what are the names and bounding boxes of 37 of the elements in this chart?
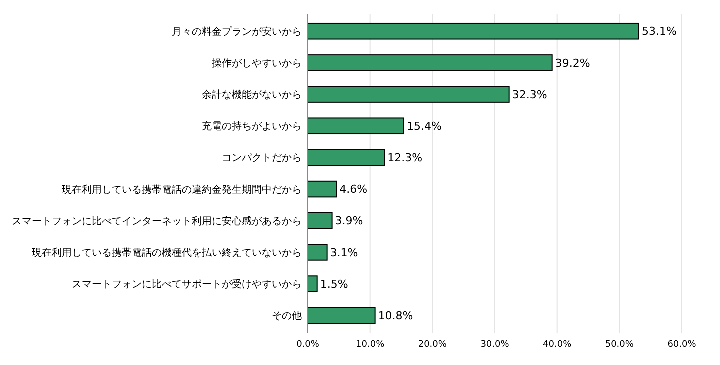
bar — [308, 244, 328, 261]
bar — [308, 276, 318, 292]
y-tick-label: 操作がしやすいから — [212, 57, 302, 70]
data-label: 32.3% — [512, 88, 548, 102]
x-tick-label: 30.0% — [480, 340, 510, 350]
x-tick-label: 10.0% — [356, 340, 386, 350]
data-label: 1.5% — [320, 278, 348, 291]
data-label: 12.3% — [388, 152, 423, 165]
y-tick-label: 月々の料金プランが安いから — [172, 26, 302, 38]
bar — [308, 307, 376, 324]
data-label: 39.2% — [555, 56, 590, 70]
y-tick-label: スマートフォンに比べてサポートが受けやすいから — [72, 278, 302, 291]
data-label: 4.6% — [340, 183, 368, 196]
data-label: 3.9% — [335, 214, 364, 228]
bar — [308, 118, 404, 135]
data-label: 10.8% — [378, 309, 414, 322]
data-label: 15.4% — [406, 120, 442, 133]
bar — [308, 149, 386, 166]
y-tick-label: コンパクトだから — [222, 153, 302, 164]
x-tick-label: 40.0% — [543, 340, 572, 350]
bar — [308, 54, 553, 72]
y-tick-label: 充電の持ちがよいから — [202, 120, 302, 133]
y-tick-label: スマートフォンに比べてインターネット利用に安心感があるから — [12, 215, 302, 228]
x-tick-label: 60.0% — [668, 340, 697, 350]
y-tick-label: その他 — [272, 310, 302, 322]
bar — [308, 86, 510, 103]
bar — [308, 180, 338, 198]
data-label: 53.1% — [642, 25, 677, 38]
bar — [308, 212, 333, 230]
x-tick-label: 20.0% — [418, 340, 448, 350]
y-tick-label: 現在利用している携帯電話の機種代を払い終えていないから — [32, 246, 302, 259]
data-label: 3.1% — [330, 246, 358, 260]
x-tick-label: 50.0% — [605, 340, 634, 350]
y-tick-label: 現在利用している携帯電話の違約金発生期間中だから — [62, 184, 302, 196]
x-tick-label: 0.0% — [296, 340, 320, 350]
bar — [308, 22, 640, 40]
y-tick-label: 余計な機能がないから — [202, 89, 302, 102]
